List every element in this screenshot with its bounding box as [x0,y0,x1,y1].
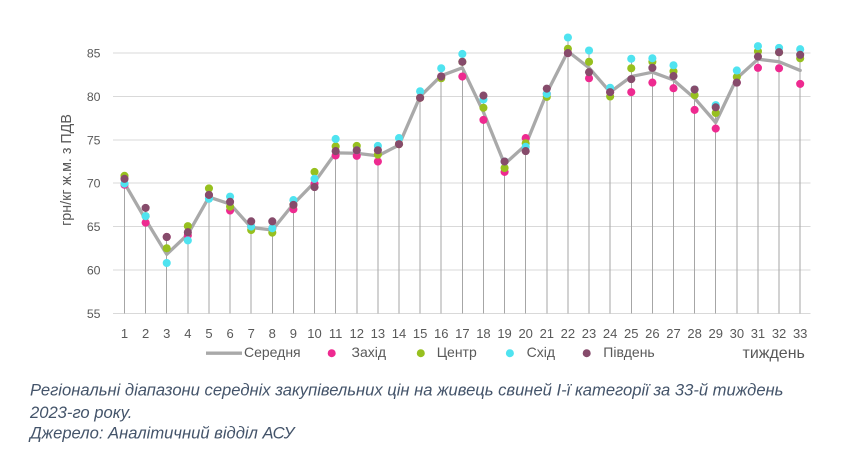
svg-text:Схід: Схід [527,344,555,360]
svg-text:2023-го року.: 2023-го року. [29,403,132,422]
svg-text:32: 32 [772,326,786,341]
svg-text:Центр: Центр [437,344,477,360]
svg-text:22: 22 [561,326,575,341]
svg-text:17: 17 [455,326,469,341]
svg-text:13: 13 [371,326,385,341]
svg-text:28: 28 [687,326,701,341]
svg-text:12: 12 [350,326,364,341]
svg-text:29: 29 [708,326,722,341]
svg-text:8: 8 [269,326,276,341]
svg-text:11: 11 [329,326,343,341]
svg-text:2: 2 [142,326,149,341]
svg-text:25: 25 [624,326,638,341]
svg-text:тиждень: тиждень [743,345,805,362]
svg-text:Середня: Середня [244,344,301,360]
svg-text:4: 4 [184,326,191,341]
svg-text:Південь: Південь [603,344,654,360]
svg-text:19: 19 [497,326,511,341]
svg-text:1: 1 [121,326,128,341]
svg-text:21: 21 [540,326,554,341]
svg-text:грн/кг ж.м. з ПДВ: грн/кг ж.м. з ПДВ [59,114,75,226]
svg-text:33: 33 [793,326,807,341]
svg-text:80: 80 [87,90,101,104]
svg-text:Захід: Захід [352,344,387,360]
svg-text:18: 18 [476,326,490,341]
svg-text:6: 6 [226,326,233,341]
svg-text:3: 3 [163,326,170,341]
svg-text:85: 85 [87,47,101,61]
svg-text:Регіональні діапазони середніх: Регіональні діапазони середніх закупівел… [30,381,783,400]
svg-text:60: 60 [87,263,101,277]
svg-text:65: 65 [87,220,101,234]
svg-text:55: 55 [87,307,101,321]
svg-text:14: 14 [392,326,406,341]
svg-text:70: 70 [87,177,101,191]
svg-text:9: 9 [290,326,297,341]
svg-text:Джерело: Аналітичний відділ АС: Джерело: Аналітичний відділ АСУ [28,424,296,443]
svg-text:27: 27 [666,326,680,341]
svg-text:10: 10 [307,326,321,341]
svg-text:30: 30 [730,326,744,341]
svg-text:16: 16 [434,326,448,341]
svg-text:26: 26 [645,326,659,341]
svg-text:5: 5 [205,326,212,341]
svg-text:23: 23 [582,326,596,341]
svg-text:7: 7 [248,326,255,341]
svg-text:20: 20 [518,326,532,341]
svg-text:75: 75 [87,133,101,147]
svg-text:15: 15 [413,326,427,341]
svg-text:31: 31 [751,326,765,341]
svg-text:24: 24 [603,326,617,341]
